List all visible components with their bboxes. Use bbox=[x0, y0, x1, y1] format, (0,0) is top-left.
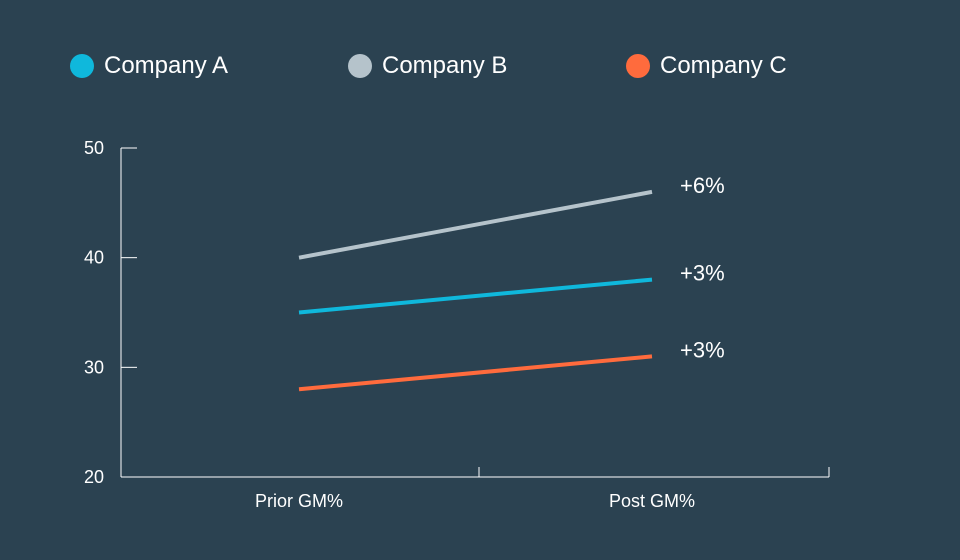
x-tick-label: Prior GM% bbox=[255, 491, 343, 511]
chart-labels: 20 30 40 50 Prior GM% Post GM% +3% +6% +3% bbox=[84, 138, 725, 511]
series-line-company-c bbox=[298, 354, 653, 392]
y-tick-label: 20 bbox=[84, 467, 104, 487]
change-label-company-c: +3% bbox=[680, 337, 725, 362]
legend-label-company-b: Company B bbox=[382, 52, 508, 79]
legend-swatch-company-b bbox=[348, 54, 372, 78]
series-line-company-b bbox=[298, 189, 653, 260]
y-tick-label: 40 bbox=[84, 248, 104, 268]
x-tick-label: Post GM% bbox=[609, 491, 695, 511]
series-line-company-a bbox=[298, 277, 653, 315]
legend-swatch-company-c bbox=[626, 54, 650, 78]
legend-label-company-a: Company A bbox=[104, 52, 229, 79]
y-tick-label: 30 bbox=[84, 357, 104, 377]
series-lines bbox=[298, 189, 653, 392]
change-label-company-a: +3% bbox=[680, 261, 725, 286]
legend-item-company-b: Company B bbox=[348, 50, 507, 82]
change-label-company-b: +6% bbox=[680, 173, 725, 198]
chart-axes bbox=[120, 147, 830, 478]
legend-item-company-a: Company A bbox=[70, 50, 228, 82]
y-tick-label: 50 bbox=[84, 138, 104, 158]
legend-swatch-company-a bbox=[70, 54, 94, 78]
legend-item-company-c: Company C bbox=[626, 50, 787, 82]
legend-label-company-c: Company C bbox=[660, 52, 787, 79]
